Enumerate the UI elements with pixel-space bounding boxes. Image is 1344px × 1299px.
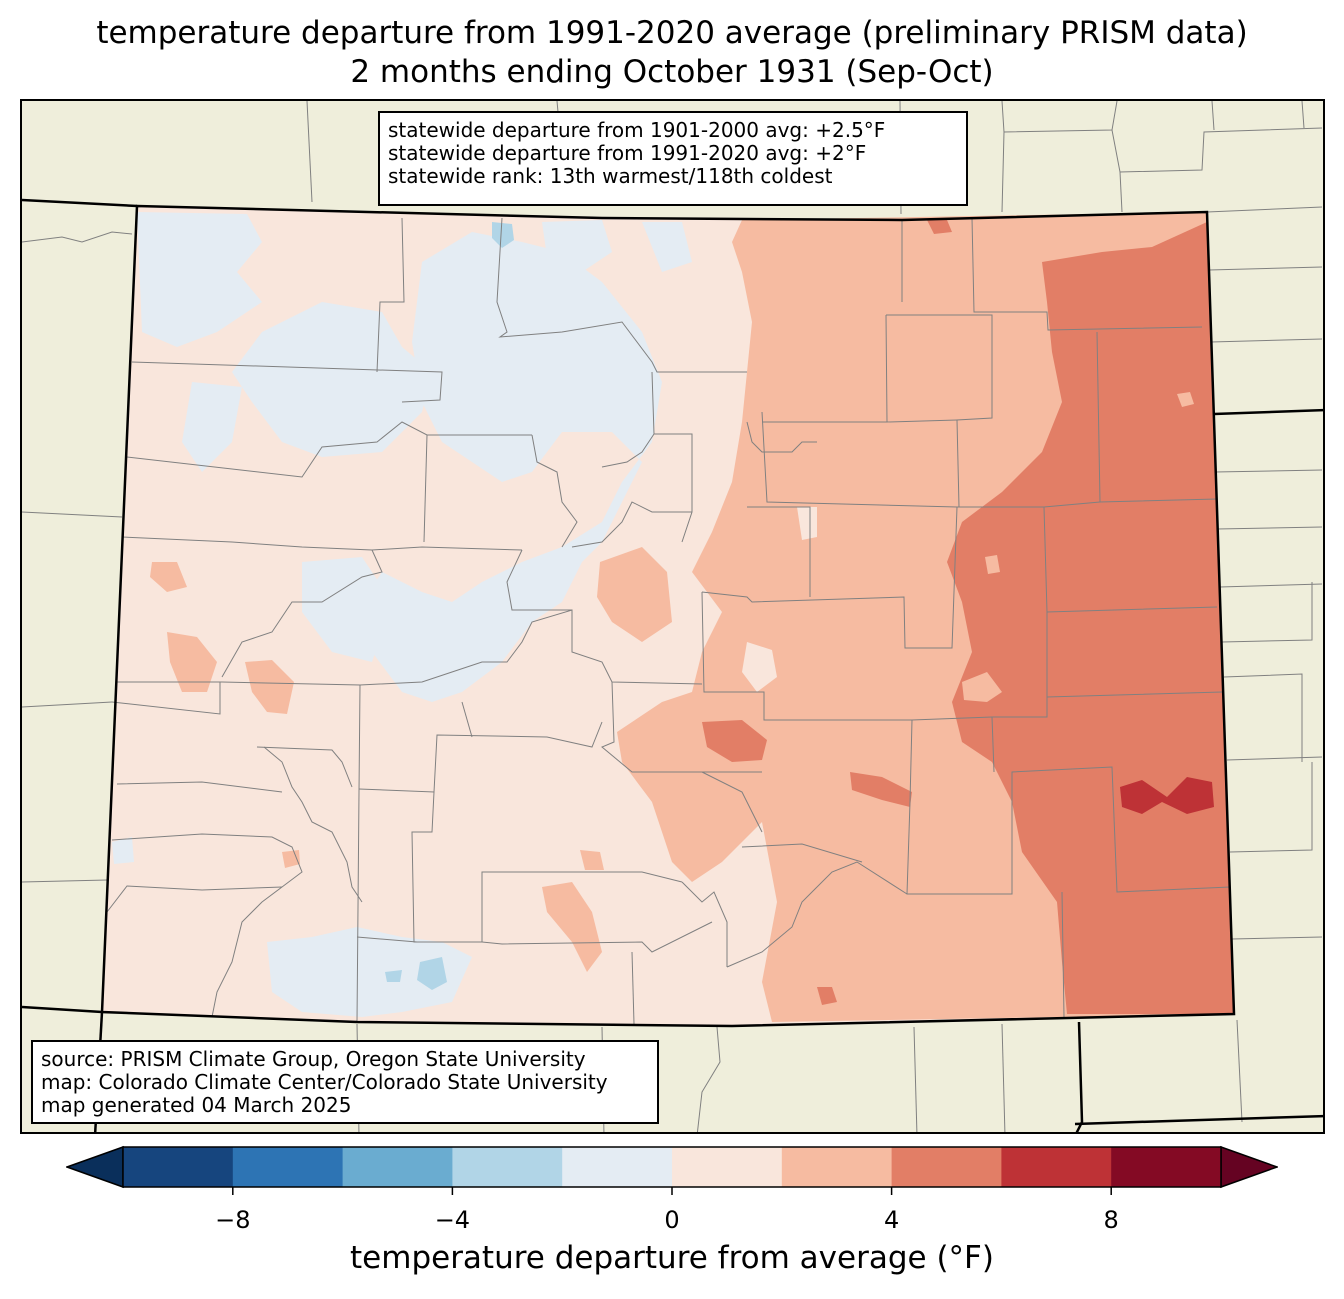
map-title-line1: temperature departure from 1991-2020 ave… bbox=[96, 15, 1248, 51]
source-line3: map generated 04 March 2025 bbox=[41, 1093, 352, 1117]
warm-hole-2-to-4-c bbox=[962, 672, 1002, 702]
colorbar-segment bbox=[781, 1147, 893, 1187]
warm-hole-2-to-4 bbox=[1177, 392, 1194, 407]
source-line2: map: Colorado Climate Center/Colorado St… bbox=[41, 1070, 608, 1094]
colorbar-segment bbox=[562, 1147, 673, 1187]
colorbar-tick-label: −8 bbox=[215, 1206, 251, 1234]
warm-spots-4-to-6 bbox=[702, 220, 952, 1005]
cool-hole-0-to-2-b bbox=[742, 642, 777, 692]
stats-line2: statewide departure from 1991-2020 avg: … bbox=[388, 141, 867, 165]
colorbar-segment bbox=[672, 1147, 783, 1187]
stats-line1: statewide departure from 1901-2000 avg: … bbox=[388, 118, 886, 142]
statewide-stats-box: statewide departure from 1901-2000 avg: … bbox=[378, 111, 968, 206]
warm-hole-2-to-4-b bbox=[985, 555, 1000, 574]
colorbar-tick-label: 8 bbox=[1103, 1206, 1119, 1234]
colorbar-tick-label: 4 bbox=[883, 1206, 900, 1234]
map-title-line2: 2 months ending October 1931 (Sep-Oct) bbox=[350, 54, 994, 90]
colorbar bbox=[64, 1145, 1280, 1209]
colorado-county-lines bbox=[106, 217, 1231, 1025]
colorbar-segment bbox=[123, 1147, 234, 1187]
neighbor-state-borders bbox=[22, 198, 1323, 1132]
hot-region-6-to-8 bbox=[1120, 777, 1214, 814]
stats-line3: statewide rank: 13th warmest/118th colde… bbox=[388, 164, 833, 188]
colorbar-extend-high bbox=[1220, 1145, 1280, 1189]
source-line1: source: PRISM Climate Group, Oregon Stat… bbox=[41, 1047, 586, 1071]
colorbar-segment bbox=[342, 1147, 453, 1187]
colorbar-segment bbox=[232, 1147, 344, 1187]
colorbar-tick-label: −4 bbox=[434, 1206, 471, 1234]
colorado-state-border bbox=[100, 204, 1236, 1028]
colorbar-label: temperature departure from average (°F) bbox=[350, 1240, 994, 1276]
source-credits-box: source: PRISM Climate Group, Oregon Stat… bbox=[31, 1040, 659, 1124]
colorbar-segment bbox=[1111, 1147, 1222, 1187]
warm-region-2-to-4-west bbox=[150, 547, 672, 972]
colorado-temperature-map bbox=[20, 99, 1325, 1134]
cool-region-minus4-to-minus2 bbox=[385, 222, 514, 990]
warm-region-4-to-6 bbox=[947, 222, 1234, 1014]
cool-region-minus2-to-0 bbox=[112, 212, 692, 1017]
colorbar-segment bbox=[891, 1147, 1002, 1187]
colorbar-segment bbox=[1001, 1147, 1112, 1187]
colorbar-tick-label: 0 bbox=[664, 1206, 680, 1234]
colorbar-segment bbox=[452, 1147, 563, 1187]
cool-hole-0-to-2 bbox=[797, 507, 817, 540]
colorbar-extend-low bbox=[64, 1145, 124, 1189]
